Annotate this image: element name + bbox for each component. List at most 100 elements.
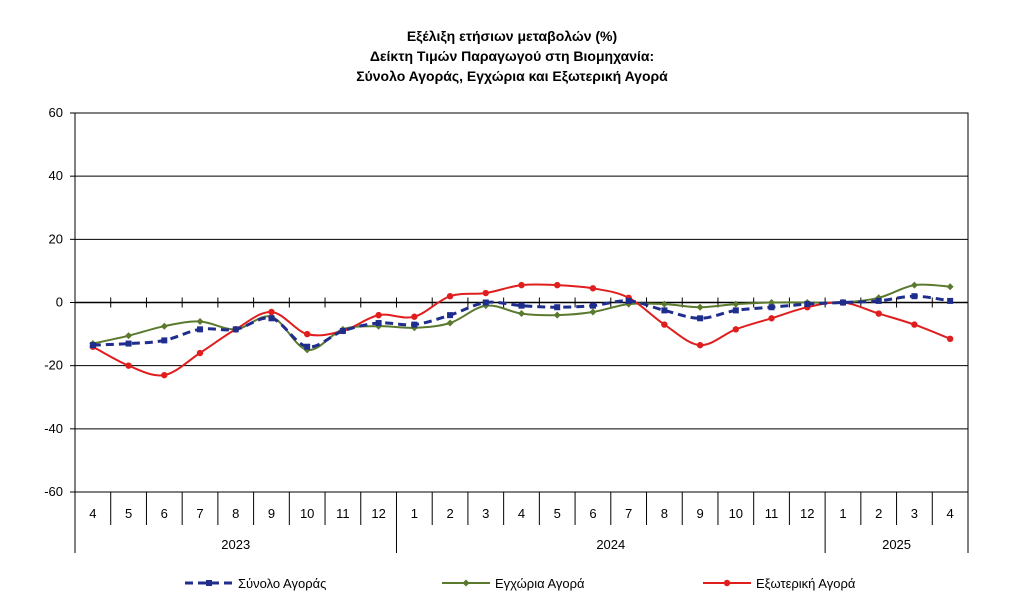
legend-external-market: Εξωτερική Αγορά bbox=[703, 576, 856, 591]
series-domestic-market-point bbox=[553, 311, 561, 319]
series-total-market-point bbox=[89, 342, 96, 349]
series-domestic-market-point bbox=[946, 283, 954, 291]
x-month-label: 10 bbox=[729, 506, 743, 521]
series-total-market-point bbox=[804, 301, 811, 308]
x-year-label: 2024 bbox=[596, 537, 625, 552]
x-month-label: 6 bbox=[161, 506, 168, 521]
x-month-label: 12 bbox=[371, 506, 385, 521]
series-external-market-point bbox=[303, 330, 311, 338]
y-tick-label: 20 bbox=[49, 231, 63, 246]
series-external-market-point bbox=[875, 310, 882, 317]
x-month-label: 1 bbox=[411, 506, 418, 521]
series-external-market-point bbox=[946, 335, 954, 343]
y-tick-label: 40 bbox=[49, 168, 63, 183]
x-month-label: 8 bbox=[661, 506, 668, 521]
series-external-market-point bbox=[518, 281, 525, 289]
legend-total-market-marker bbox=[206, 580, 212, 586]
series-external-market-point bbox=[125, 362, 132, 369]
series-total-market-point bbox=[554, 304, 561, 311]
legend-domestic-market: Εγχώρια Αγορά bbox=[442, 576, 585, 591]
y-tick-label: -60 bbox=[44, 484, 63, 499]
chart-title: Εξέλιξη ετήσιων μεταβολών (%) Δείκτη Τιμ… bbox=[0, 26, 1024, 86]
series-external-market-point bbox=[268, 308, 275, 316]
series-external-market-point bbox=[446, 292, 454, 300]
x-month-label: 5 bbox=[554, 506, 561, 521]
series-total-market-point bbox=[875, 297, 882, 304]
x-month-label: 1 bbox=[839, 506, 846, 521]
series-domestic-market-point bbox=[696, 303, 704, 311]
x-month-label: 11 bbox=[765, 506, 779, 521]
series-domestic-market-point bbox=[518, 310, 525, 318]
y-tick-label: -40 bbox=[44, 421, 63, 436]
series-total-market-point bbox=[197, 326, 204, 333]
series-external-market-point bbox=[411, 313, 418, 320]
series-total-market-point bbox=[518, 302, 525, 309]
series-total-market-point bbox=[625, 297, 632, 304]
series-external-market-point bbox=[911, 321, 918, 328]
series-external-market-point bbox=[696, 341, 704, 349]
series-domestic-market-point bbox=[910, 281, 918, 289]
series-total-market-point bbox=[732, 307, 739, 314]
series-total-market-point bbox=[232, 326, 239, 333]
chart-title-line-1: Εξέλιξη ετήσιων μεταβολών (%) bbox=[406, 28, 618, 44]
series-total-market-point bbox=[161, 337, 168, 344]
x-month-label: 4 bbox=[518, 506, 525, 521]
y-tick-label: 0 bbox=[56, 295, 63, 310]
series-total-market-point bbox=[125, 340, 132, 347]
x-month-label: 4 bbox=[947, 506, 954, 521]
series-total-market-point bbox=[947, 297, 954, 304]
x-month-label: 2 bbox=[875, 506, 882, 521]
x-month-label: 3 bbox=[911, 506, 918, 521]
series-total-market-point bbox=[768, 304, 775, 311]
series-total-market-point bbox=[839, 299, 846, 306]
x-month-label: 5 bbox=[125, 506, 132, 521]
series-external-market-point bbox=[196, 349, 204, 357]
series-domestic-market-point bbox=[446, 319, 454, 327]
y-tick-label: -20 bbox=[44, 358, 63, 373]
legend-total-market-label: Σύνολο Αγοράς bbox=[238, 576, 326, 591]
series-external-market-point bbox=[732, 326, 740, 333]
series-domestic-market-point bbox=[589, 308, 597, 316]
x-month-label: 2 bbox=[446, 506, 453, 521]
series-external-market-point bbox=[161, 371, 168, 379]
legend-domestic-market-label: Εγχώρια Αγορά bbox=[495, 576, 585, 591]
series-domestic-market-point bbox=[732, 300, 740, 308]
series-external-market-point bbox=[482, 289, 489, 297]
legend-total-market: Σύνολο Αγοράς bbox=[185, 576, 326, 591]
series-total-market-point bbox=[339, 327, 346, 334]
legend-external-market-label: Εξωτερική Αγορά bbox=[756, 576, 856, 591]
series-domestic-market-point bbox=[196, 317, 204, 325]
series-domestic-market bbox=[89, 281, 954, 354]
series-total-market-point bbox=[375, 320, 382, 327]
series-total-market-point bbox=[697, 315, 704, 322]
x-month-label: 10 bbox=[300, 506, 314, 521]
x-month-label: 12 bbox=[800, 506, 814, 521]
x-month-label: 7 bbox=[196, 506, 203, 521]
x-month-label: 9 bbox=[696, 506, 703, 521]
series-total-market-point bbox=[661, 307, 668, 314]
x-month-label: 6 bbox=[589, 506, 596, 521]
x-year-label: 2023 bbox=[221, 537, 250, 552]
series-external-market-point bbox=[589, 285, 597, 292]
x-month-label: 4 bbox=[89, 506, 96, 521]
x-year-label: 2025 bbox=[882, 537, 911, 552]
y-tick-label: 60 bbox=[49, 105, 63, 120]
x-month-label: 3 bbox=[482, 506, 489, 521]
chart-title-line-2: Δείκτη Τιμών Παραγωγού στη Βιομηχανία: bbox=[369, 48, 655, 64]
x-month-label: 11 bbox=[336, 506, 350, 521]
series-external-market-point bbox=[375, 311, 382, 319]
series-total-market-point bbox=[268, 315, 275, 322]
series-domestic-market-point bbox=[160, 322, 168, 330]
series-external-market-point bbox=[554, 281, 561, 289]
x-month-label: 8 bbox=[232, 506, 239, 521]
series-external-market bbox=[89, 281, 954, 379]
series-total-market bbox=[89, 293, 954, 350]
series-external-market-point bbox=[661, 321, 668, 328]
chart-title-line-3: Σύνολο Αγοράς, Εγχώρια και Εξωτερική Αγο… bbox=[356, 68, 668, 84]
series-total-market-point bbox=[304, 343, 311, 350]
series-total-market-point bbox=[589, 302, 596, 309]
series-total-market-point bbox=[482, 299, 489, 306]
legend-external-market-marker bbox=[723, 579, 731, 587]
x-month-label: 7 bbox=[625, 506, 632, 521]
